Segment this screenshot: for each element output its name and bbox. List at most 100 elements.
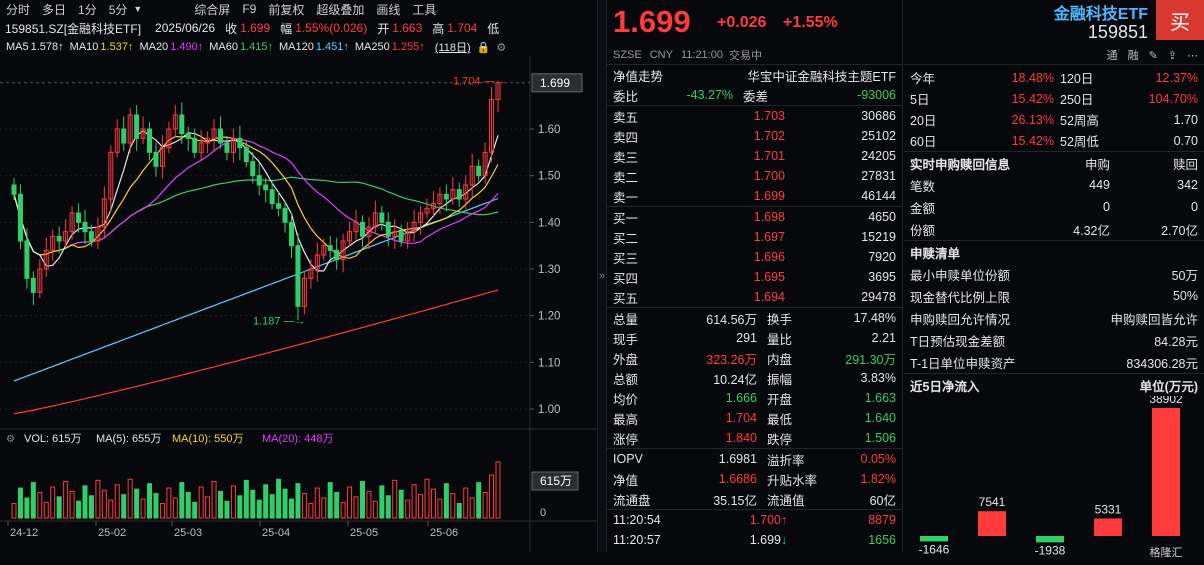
stat-value2: 3.83%	[860, 371, 896, 385]
ask-row[interactable]: 卖四 1.702 25102	[607, 126, 902, 146]
bid-price: 1.695	[753, 270, 785, 284]
stat-value1: 323.26万	[706, 352, 757, 367]
tab-multiday[interactable]: 多日	[42, 2, 67, 17]
ask-book: 卖五 1.703 30686 卖四 1.702 25102 卖三 1.701 242…	[607, 106, 902, 206]
candle-body	[63, 231, 69, 242]
nav-trend-link[interactable]: 净值走势	[613, 69, 664, 84]
ask-row[interactable]: 卖二 1.700 27831	[607, 166, 902, 186]
quote-time: 11:21:00	[680, 49, 723, 61]
index-name: 华宝中证金融科技主题ETF	[747, 69, 896, 84]
inflow-bar	[1036, 536, 1064, 543]
volume-bar	[205, 496, 211, 519]
stat-row: 最高 1.704 最低 1.640	[607, 408, 902, 428]
candle-body	[366, 226, 372, 237]
ask-volume: 24205	[861, 149, 896, 163]
volume-bar	[30, 482, 36, 519]
buy-button[interactable]: 买	[1156, 0, 1204, 40]
price-change: +0.026	[717, 14, 767, 31]
stat-row: 外盘 323.26万 内盘 291.30万	[607, 348, 902, 368]
period-selector[interactable]: (118日)	[434, 42, 471, 54]
perf-value1: 15.42%	[1011, 133, 1054, 148]
tab-5min[interactable]: 5分	[108, 2, 128, 17]
bid-row[interactable]: 买五 1.694 29478	[607, 287, 902, 307]
stat-label1: 涨停	[613, 432, 639, 447]
candle-body	[82, 221, 88, 233]
redeem-col2: 赎回	[1172, 157, 1198, 172]
volume-bar	[282, 488, 288, 519]
volume-bar	[301, 493, 307, 519]
margin-link-2[interactable]: 融	[1127, 50, 1139, 62]
perf-value1: 18.48%	[1011, 70, 1054, 85]
candle-body	[140, 128, 146, 139]
volume-bar	[159, 502, 165, 519]
list-value: 84.28元	[1154, 334, 1198, 349]
tab-tools[interactable]: 工具	[412, 2, 437, 17]
candle-body	[269, 189, 275, 205]
volume-bar	[334, 491, 340, 519]
tab-f9[interactable]: F9	[242, 2, 257, 16]
share-icon[interactable]: ⇪	[1167, 49, 1177, 62]
bid-row[interactable]: 买三 1.696 7920	[607, 247, 902, 267]
open-label: 开	[377, 21, 390, 36]
weibi-row: 委比 -43.27% 委差 -93006	[607, 85, 902, 105]
volume-bar	[147, 483, 153, 519]
tab-overlay[interactable]: 超级叠加	[316, 2, 365, 17]
volume-bar	[314, 487, 320, 519]
candle-body	[379, 212, 385, 223]
bid-price: 1.696	[753, 250, 785, 264]
ma10-value: 1.537↑	[100, 41, 134, 53]
tab-1min[interactable]: 1分	[78, 2, 97, 17]
candle-body	[489, 99, 495, 153]
perf-value2: 104.70%	[1148, 91, 1198, 106]
ask-volume: 46144	[861, 189, 896, 203]
more-icon[interactable]: ⋯	[1187, 49, 1198, 62]
candle-body	[321, 245, 327, 256]
stat-row: 均价 1.666 开盘 1.663	[607, 388, 902, 408]
bid-volume: 15219	[861, 230, 896, 244]
kline-chart[interactable]: 1.60 1.50 1.40 1.30 1.20 1.10 1.00 1.699 ⚙ VOL: …	[0, 56, 597, 552]
volume-bar	[379, 485, 385, 519]
dropdown-arrow-icon[interactable]: ▼	[133, 4, 143, 14]
volume-bar	[69, 490, 75, 519]
volume-bar	[372, 500, 378, 519]
ma10-line	[13, 135, 499, 259]
volume-bar	[288, 498, 294, 519]
security-code: 159851.SZ[金融科技ETF]	[5, 21, 142, 36]
list-row: 现金替代比例上限 50%	[904, 285, 1204, 307]
bid-row[interactable]: 买二 1.697 15219	[607, 227, 902, 247]
panel-collapse-handle[interactable]: »	[597, 0, 607, 552]
bid-volume: 29478	[861, 290, 896, 304]
price-tick-label: 1.20	[538, 311, 560, 323]
ask-label: 卖一	[613, 190, 639, 205]
ask-row[interactable]: 卖三 1.701 24205	[607, 146, 902, 166]
tab-composite[interactable]: 综合屏	[194, 2, 231, 17]
bid-row[interactable]: 买四 1.695 3695	[607, 267, 902, 287]
volume-bar	[469, 497, 475, 519]
margin-link-1[interactable]: 通	[1106, 50, 1118, 62]
ask-row[interactable]: 卖一 1.699 46144	[607, 186, 902, 206]
ma10-path	[13, 135, 499, 259]
performance-table: 今年 18.48% 120日 12.37% 5日 15.42% 250日 104.…	[904, 65, 1204, 151]
lock-icon[interactable]: 🔒	[476, 41, 491, 54]
kline-panel[interactable]: 分时 多日 1分 5分 ▼ 综合屏 F9 前复权 超级叠加 画线 工具 1598…	[0, 0, 597, 552]
candle-body	[95, 226, 101, 242]
tab-draw[interactable]: 画线	[376, 2, 401, 17]
settings-icon[interactable]: ⚙	[496, 41, 507, 54]
low-annotation: 1.187 —→	[253, 315, 306, 327]
volume-bar	[134, 488, 140, 519]
date-label: 25-05	[350, 527, 378, 539]
volume-bar	[43, 501, 49, 519]
edit-icon[interactable]: ✎	[1148, 49, 1158, 62]
bid-row[interactable]: 买一 1.698 4650	[607, 207, 902, 227]
candle-body	[166, 128, 172, 149]
volume-bar	[24, 497, 30, 519]
quote-header: 1.699 +0.026 +1.55%	[607, 0, 902, 46]
tab-intraday[interactable]: 分时	[6, 2, 31, 17]
tab-adjust[interactable]: 前复权	[268, 2, 305, 17]
ask-price: 1.703	[753, 109, 785, 123]
list-value: 50万	[1171, 268, 1198, 283]
candle-body	[192, 137, 198, 153]
nav-trend-row[interactable]: 净值走势 华宝中证金融科技主题ETF	[607, 65, 902, 85]
ask-row[interactable]: 卖五 1.703 30686	[607, 106, 902, 126]
volume-bar	[114, 484, 120, 519]
